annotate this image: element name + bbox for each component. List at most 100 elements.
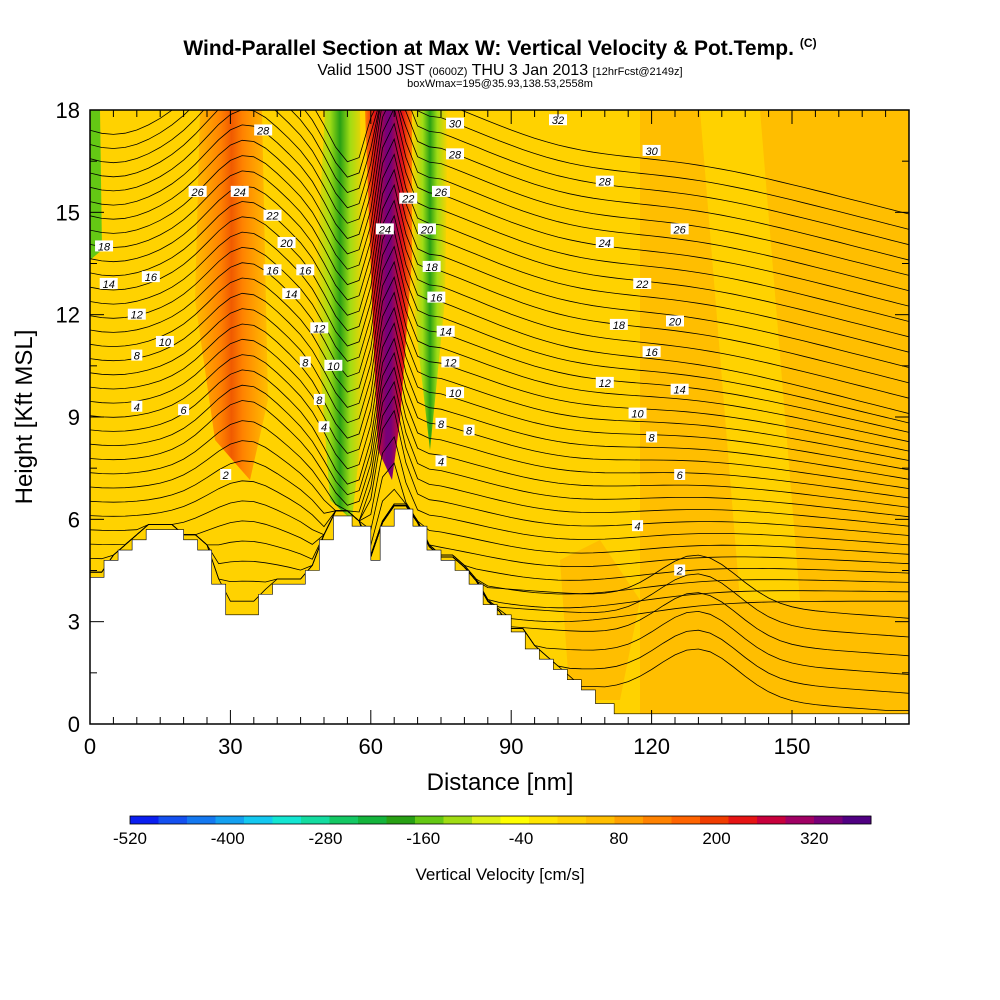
theta-contour-line xyxy=(90,322,909,480)
theta-label-bg xyxy=(155,335,174,347)
colorbar-swatch xyxy=(614,816,644,824)
theta-label-text: 22 xyxy=(401,194,414,206)
theta-label-bg xyxy=(220,468,232,480)
theta-label-text: 26 xyxy=(191,187,205,199)
theta-label-text: 2 xyxy=(222,470,229,482)
theta-label-bg xyxy=(642,144,661,156)
theta-label-bg xyxy=(674,468,686,480)
theta-label-text: 4 xyxy=(438,456,444,468)
velocity-band-green-west xyxy=(90,110,102,260)
theta-label-text: 8 xyxy=(134,351,141,363)
theta-contour-line xyxy=(90,110,909,307)
theta-label-bg xyxy=(318,421,330,433)
theta-contour-line xyxy=(90,503,909,623)
colorbar-swatch xyxy=(443,816,473,824)
colorbar-tick-label: -520 xyxy=(113,829,147,848)
theta-contour-line xyxy=(90,110,909,215)
colorbar-swatch xyxy=(301,816,330,824)
theta-label: 16 xyxy=(141,271,160,284)
theta-label: 4 xyxy=(632,520,644,533)
colorbar-swatch xyxy=(500,816,530,824)
theta-label-text: 14 xyxy=(103,279,115,291)
theta-label-bg xyxy=(628,407,647,419)
colorbar-swatch xyxy=(700,816,729,824)
theta-contour-line xyxy=(90,435,909,546)
velocity-band-descent xyxy=(315,110,365,520)
theta-label-bg xyxy=(99,277,118,289)
y-tick-label: 15 xyxy=(56,200,80,225)
colorbar-frame xyxy=(129,815,872,825)
theta-label: 22 xyxy=(263,209,282,223)
colorbar-swatch xyxy=(215,816,245,824)
theta-contours xyxy=(90,110,909,711)
theta-label-text: 10 xyxy=(449,388,462,400)
theta-label-bg xyxy=(595,175,614,187)
x-tick-label: 30 xyxy=(218,734,242,759)
theta-label: 18 xyxy=(609,318,628,332)
theta-label-text: 30 xyxy=(449,119,462,131)
theta-label-text: 6 xyxy=(181,405,188,417)
theta-label-text: 22 xyxy=(265,211,278,223)
theta-contour-line xyxy=(90,260,909,443)
theta-label: 20 xyxy=(417,223,436,236)
theta-contour-line xyxy=(90,153,909,353)
theta-label: 18 xyxy=(422,260,441,274)
theta-label-text: 2 xyxy=(676,566,683,578)
theta-label: 16 xyxy=(263,264,282,277)
theta-label: 32 xyxy=(549,114,567,127)
theta-label-text: 20 xyxy=(420,224,434,236)
theta-label: 12 xyxy=(127,308,146,322)
theta-label-bg xyxy=(670,383,689,395)
theta-label: 8 xyxy=(299,356,311,369)
theta-label: 28 xyxy=(254,124,273,137)
theta-label-text: 18 xyxy=(426,262,439,274)
theta-label: 22 xyxy=(633,277,652,291)
theta-label-bg xyxy=(446,117,465,129)
theta-label: 28 xyxy=(595,175,614,189)
theta-label-text: 16 xyxy=(645,347,658,359)
theta-label-bg xyxy=(282,288,301,300)
theta-label-text: 20 xyxy=(279,238,293,250)
theta-contour-line xyxy=(90,276,909,452)
theta-label-bg xyxy=(595,376,614,388)
theta-label: 30 xyxy=(642,144,661,158)
theta-label-text: 30 xyxy=(645,146,658,158)
theta-label: 20 xyxy=(666,315,684,328)
theta-label: 30 xyxy=(446,117,465,131)
theta-label-text: 16 xyxy=(145,272,158,284)
theta-contour-line xyxy=(90,503,909,595)
theta-label-bg xyxy=(324,359,343,371)
theta-label: 4 xyxy=(318,421,330,434)
theta-label-text: 14 xyxy=(440,327,452,339)
theta-label-text: 16 xyxy=(299,265,312,277)
theta-label: 20 xyxy=(277,237,296,250)
theta-contour-line xyxy=(90,503,909,609)
theta-label: 14 xyxy=(282,288,301,301)
y-tick-label: 3 xyxy=(68,610,80,635)
velocity-band-light-east xyxy=(700,110,800,600)
theta-label-text: 22 xyxy=(635,279,648,291)
theta-label-bg xyxy=(375,223,394,235)
theta-label-text: 4 xyxy=(321,422,327,434)
theta-label-bg xyxy=(436,325,455,337)
theta-contour-line xyxy=(90,503,909,581)
theta-label-bg xyxy=(230,185,249,197)
colorbar: -520 -400 -280 -160 -40 80 200 320 xyxy=(113,815,872,848)
theta-label-bg xyxy=(296,264,315,276)
colorbar-swatch xyxy=(358,816,387,824)
chart-title: Wind-Parallel Section at Max W: Vertical… xyxy=(183,36,817,60)
theta-label-bg xyxy=(549,114,567,126)
theta-label-text: 24 xyxy=(378,224,391,236)
theta-label: 26 xyxy=(432,185,450,199)
theta-label: 14 xyxy=(99,277,118,291)
theta-label-text: 10 xyxy=(159,337,172,349)
theta-label: 12 xyxy=(595,376,614,390)
colorbar-swatch xyxy=(472,816,501,824)
colorbar-swatch xyxy=(671,816,701,824)
theta-contour-line-low xyxy=(370,505,909,619)
colorbar-swatch xyxy=(643,816,672,824)
theta-label: 18 xyxy=(95,240,114,253)
theta-label-text: 28 xyxy=(598,177,612,189)
x-axis: 0 30 60 90 120 150 xyxy=(84,110,910,759)
theta-label-bg xyxy=(446,148,465,160)
